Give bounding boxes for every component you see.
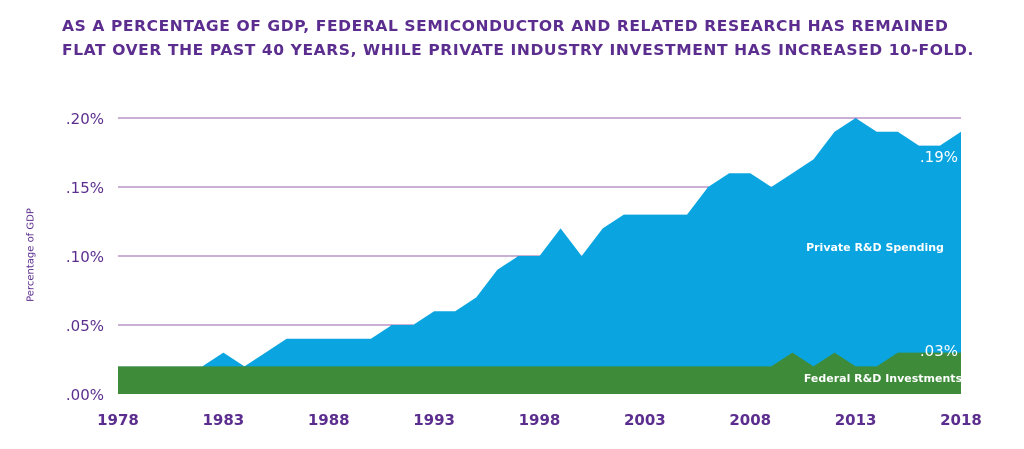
- end-label-federal: .03%: [920, 342, 958, 360]
- y-tick-label: .05%: [66, 317, 104, 335]
- chart-title: AS A PERCENTAGE OF GDP, FEDERAL SEMICOND…: [62, 14, 1002, 62]
- x-tick-label: 1988: [308, 411, 350, 429]
- y-tick-label: .10%: [66, 248, 104, 266]
- x-tick-label: 2013: [835, 411, 877, 429]
- chart-title-line-2: FLAT OVER THE PAST 40 YEARS, WHILE PRIVA…: [62, 41, 974, 59]
- x-tick-label: 2008: [729, 411, 771, 429]
- series-label-private: Private R&D Spending: [806, 241, 944, 254]
- end-label-private: .19%: [920, 148, 958, 166]
- x-tick-label: 1983: [203, 411, 245, 429]
- x-tick-label: 1978: [97, 411, 139, 429]
- y-tick-label: .15%: [66, 179, 104, 197]
- x-tick-label: 1993: [413, 411, 455, 429]
- area-series-private: [118, 118, 961, 394]
- chart-title-line-1: AS A PERCENTAGE OF GDP, FEDERAL SEMICOND…: [62, 17, 949, 35]
- series-label-federal: Federal R&D Investments: [804, 372, 963, 385]
- x-tick-label: 2003: [624, 411, 666, 429]
- x-tick-label: 2018: [940, 411, 982, 429]
- y-tick-label: .00%: [66, 386, 104, 404]
- x-tick-label: 1998: [519, 411, 561, 429]
- area-series-federal: [118, 352, 961, 394]
- y-tick-label: .20%: [66, 110, 104, 128]
